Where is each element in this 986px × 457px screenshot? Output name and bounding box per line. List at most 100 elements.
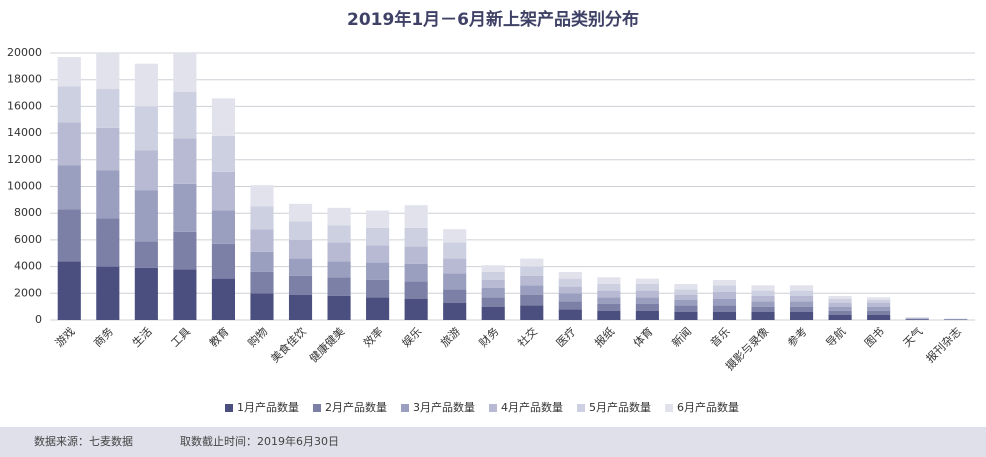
y-tick-label: 4000 xyxy=(14,260,42,273)
bar-segment xyxy=(520,294,544,306)
bar-segment xyxy=(905,319,929,320)
bar-segment xyxy=(134,267,158,320)
bar-segment xyxy=(173,138,197,184)
bar-segment xyxy=(366,210,390,228)
bar-segment xyxy=(288,221,313,240)
legend-label: 4月产品数量 xyxy=(501,400,563,414)
bar-segment xyxy=(57,209,81,262)
bar-segment xyxy=(520,305,544,320)
legend-label: 3月产品数量 xyxy=(413,400,475,414)
y-tick-label: 20000 xyxy=(7,46,42,59)
bar-segment xyxy=(366,279,390,298)
legend-label: 2月产品数量 xyxy=(325,400,387,414)
bar-segment xyxy=(597,303,621,311)
legend-label: 5月产品数量 xyxy=(589,400,651,414)
bar-segment xyxy=(867,299,891,303)
bar-segment xyxy=(288,275,313,295)
bar-segment xyxy=(481,306,505,320)
bar-segment xyxy=(327,295,351,320)
bar-segment xyxy=(404,205,428,228)
bar-segment xyxy=(597,283,621,291)
bar-segment xyxy=(443,273,467,290)
bar-segment xyxy=(404,227,428,247)
bar-segment xyxy=(635,283,659,291)
bar-segment xyxy=(597,297,621,304)
bar-segment xyxy=(96,53,120,90)
footer-band xyxy=(0,427,986,457)
bar-segment xyxy=(481,271,505,280)
bar-segment xyxy=(790,295,814,302)
bar-segment xyxy=(828,306,852,311)
bar-segment xyxy=(635,303,659,311)
bar-segment xyxy=(597,290,621,298)
legend-swatch xyxy=(401,404,409,412)
bar-segment xyxy=(712,291,737,299)
bar-segment xyxy=(211,135,235,172)
y-tick-label: 10000 xyxy=(7,180,42,193)
y-tick-label: 0 xyxy=(35,313,42,326)
bar-segment xyxy=(366,262,390,280)
bar-segment xyxy=(211,243,235,279)
bar-segment xyxy=(867,297,891,300)
bar-segment xyxy=(57,86,81,123)
bar-segment xyxy=(712,279,737,286)
bar-segment xyxy=(134,190,158,242)
bar-segment xyxy=(57,57,81,87)
bar-segment xyxy=(288,258,313,276)
bar-segment xyxy=(96,127,120,171)
y-tick-label: 16000 xyxy=(7,99,42,112)
bar-segment xyxy=(57,122,81,166)
bar-segment xyxy=(57,165,81,210)
bar-segment xyxy=(288,239,313,259)
bar-segment xyxy=(712,311,737,320)
bar-segment xyxy=(597,277,621,284)
bar-segment xyxy=(790,285,814,291)
bar-segment xyxy=(443,229,467,243)
bar-segment xyxy=(327,242,351,262)
bar-segment xyxy=(173,91,197,139)
bar-segment xyxy=(288,203,313,222)
bar-segment xyxy=(250,229,274,252)
legend-swatch xyxy=(577,404,585,412)
bar-segment xyxy=(790,290,814,296)
bar-segment xyxy=(327,277,351,296)
bar-segment xyxy=(751,301,775,307)
bar-segment xyxy=(481,279,505,288)
bar-segment xyxy=(173,53,197,92)
bar-segment xyxy=(250,293,274,320)
bar-segment xyxy=(712,305,737,312)
legend-swatch xyxy=(225,404,233,412)
bar-segment xyxy=(751,290,775,296)
bar-segment xyxy=(674,305,698,312)
bar-segment xyxy=(790,301,814,307)
bar-segment xyxy=(173,269,197,320)
bar-segment xyxy=(558,286,582,294)
bar-segment xyxy=(96,266,120,320)
bar-segment xyxy=(211,98,235,136)
bar-segment xyxy=(712,285,737,292)
bar-segment xyxy=(558,301,582,310)
bar-segment xyxy=(443,302,467,320)
bar-segment xyxy=(828,314,852,320)
legend-swatch xyxy=(665,404,673,412)
bar-segment xyxy=(905,318,929,319)
bar-segment xyxy=(558,271,582,279)
bar-segment xyxy=(404,263,428,282)
bar-segment xyxy=(211,171,235,211)
bar-segment xyxy=(674,299,698,306)
bar-segment xyxy=(327,207,351,226)
y-tick-label: 18000 xyxy=(7,73,42,86)
bar-segment xyxy=(481,287,505,298)
bar-segment xyxy=(905,318,929,320)
bar-segment xyxy=(828,295,852,299)
chart-title: 2019年1月－6月新上架产品类别分布 xyxy=(347,9,639,30)
bar-segment xyxy=(674,294,698,300)
bar-segment xyxy=(404,298,428,320)
bar-segment xyxy=(635,297,659,304)
y-tick-label: 8000 xyxy=(14,206,42,219)
bar-segment xyxy=(520,285,544,295)
bar-segment xyxy=(635,278,659,284)
bar-segment xyxy=(250,206,274,230)
bar-segment xyxy=(828,298,852,303)
bar-segment xyxy=(674,283,698,290)
